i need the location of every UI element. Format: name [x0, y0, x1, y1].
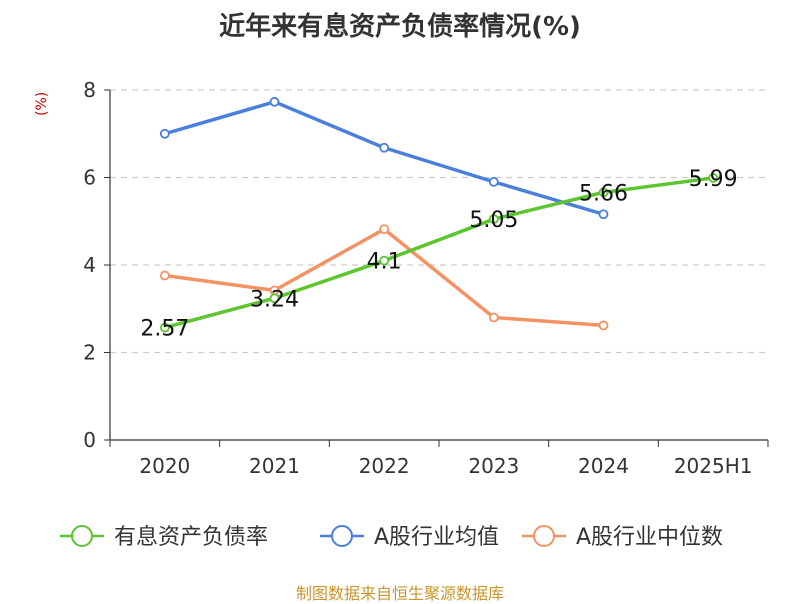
y-tick-label: 0 [83, 428, 96, 452]
data-point [598, 320, 609, 331]
legend-marker [71, 525, 93, 547]
data-point [488, 176, 499, 187]
y-tick-label: 2 [83, 341, 96, 365]
data-point [379, 224, 390, 235]
x-tick-label: 2022 [359, 454, 410, 478]
data-point [379, 142, 390, 153]
data-label: 2.57 [140, 317, 189, 342]
data-point [708, 173, 719, 183]
x-tick-label: 2023 [468, 454, 519, 478]
data-point [269, 96, 280, 107]
x-tick-label: 2025H1 [674, 454, 753, 478]
data-label: 3.24 [250, 287, 299, 312]
data-point [488, 312, 499, 323]
data-point [269, 293, 280, 304]
y-tick-label: 8 [83, 78, 96, 102]
data-label: 4.1 [367, 250, 402, 275]
series-line [164, 100, 604, 216]
data-point [488, 214, 499, 224]
data-label: 5.99 [689, 167, 738, 192]
data-point [159, 322, 170, 333]
legend-label: A股行业均值 [374, 525, 499, 550]
x-tick-label: 2024 [578, 454, 629, 478]
data-point [598, 209, 609, 220]
x-tick-label: 2021 [249, 454, 300, 478]
data-point [159, 128, 170, 139]
y-tick-label: 4 [83, 253, 96, 277]
series-line [164, 176, 714, 330]
legend-marker [331, 525, 353, 547]
data-point [598, 187, 609, 198]
data-point [159, 270, 170, 281]
legend-label: A股行业中位数 [576, 525, 723, 550]
chart-title: 近年来有息资产负债率情况(%) [219, 12, 581, 42]
data-label: 5.05 [469, 208, 518, 233]
x-tick-label: 2020 [139, 454, 190, 478]
legend-label: 有息资产负债率 [114, 525, 268, 550]
y-tick-label: 6 [83, 166, 96, 190]
source-note: 制图数据来自恒生聚源数据库 [295, 584, 504, 603]
data-label: 5.66 [579, 181, 628, 206]
legend-marker [533, 525, 555, 547]
data-point [379, 255, 390, 266]
